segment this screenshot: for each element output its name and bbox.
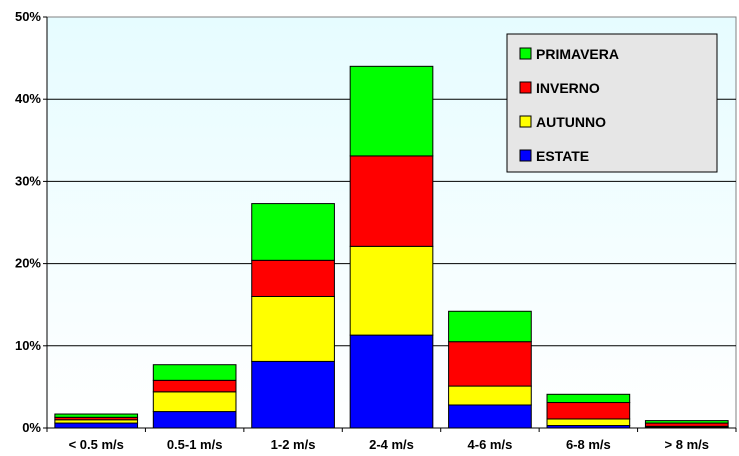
bars-group — [54, 65, 729, 429]
x-tick-label: > 8 m/s — [665, 437, 709, 452]
legend-swatch-estate — [519, 149, 532, 162]
legend-label-estate: ESTATE — [536, 148, 589, 164]
x-tick-label: < 0.5 m/s — [69, 437, 124, 452]
bar-segment-inverno — [546, 402, 631, 420]
bar-segment-estate — [152, 411, 237, 429]
y-tick-label: 30% — [15, 173, 41, 188]
bar-segment-inverno — [251, 259, 335, 297]
y-tick-label: 40% — [15, 91, 41, 106]
bar-segment-primavera — [546, 393, 631, 404]
bar-segment-inverno — [349, 155, 434, 247]
legend-swatch-inverno — [519, 81, 532, 94]
bar-segment-autunno — [349, 245, 434, 336]
bar-segment-primavera — [349, 65, 434, 157]
bar-segment-primavera — [448, 310, 532, 343]
legend: PRIMAVERA INVERNO AUTUNNO ESTATE — [506, 33, 718, 173]
legend-label-autunno: AUTUNNO — [536, 114, 606, 130]
x-tick-label: 0.5-1 m/s — [167, 437, 223, 452]
y-tick-labels: 0% 10% 20% 30% 40% 50% — [15, 9, 41, 435]
axes — [43, 16, 737, 432]
bar-segment-autunno — [448, 385, 532, 406]
bar-segment-primavera — [251, 203, 335, 261]
bar-segment-estate — [54, 422, 139, 429]
legend-swatch-primavera — [519, 47, 532, 60]
bar-segment-autunno — [546, 418, 631, 427]
bar-segment-autunno — [251, 295, 335, 362]
x-tick-label: 6-8 m/s — [566, 437, 611, 452]
legend-box — [506, 33, 718, 173]
bar-segment-estate — [349, 334, 434, 429]
bar-segment-inverno — [152, 379, 237, 393]
y-tick-label: 20% — [15, 256, 41, 271]
legend-swatch-autunno — [519, 115, 532, 128]
legend-label-inverno: INVERNO — [536, 80, 600, 96]
x-tick-labels: < 0.5 m/s 0.5-1 m/s 1-2 m/s 2-4 m/s 4-6 m/s 6… — [69, 437, 709, 452]
bar-segment-primavera — [54, 413, 139, 418]
y-tick-label: 0% — [22, 420, 41, 435]
bar-segment-primavera — [644, 420, 729, 424]
y-tick-label: 50% — [15, 9, 41, 24]
bar-segment-autunno — [152, 391, 237, 413]
x-tick-label: 1-2 m/s — [271, 437, 316, 452]
bar-segment-estate — [251, 360, 335, 429]
x-tick-label: 2-4 m/s — [369, 437, 414, 452]
bar-segment-estate — [448, 404, 532, 429]
legend-label-primavera: PRIMAVERA — [536, 46, 619, 62]
y-tick-label: 10% — [15, 338, 41, 353]
bar-segment-inverno — [448, 341, 532, 387]
bar-segment-primavera — [152, 364, 237, 381]
x-tick-label: 4-6 m/s — [468, 437, 513, 452]
